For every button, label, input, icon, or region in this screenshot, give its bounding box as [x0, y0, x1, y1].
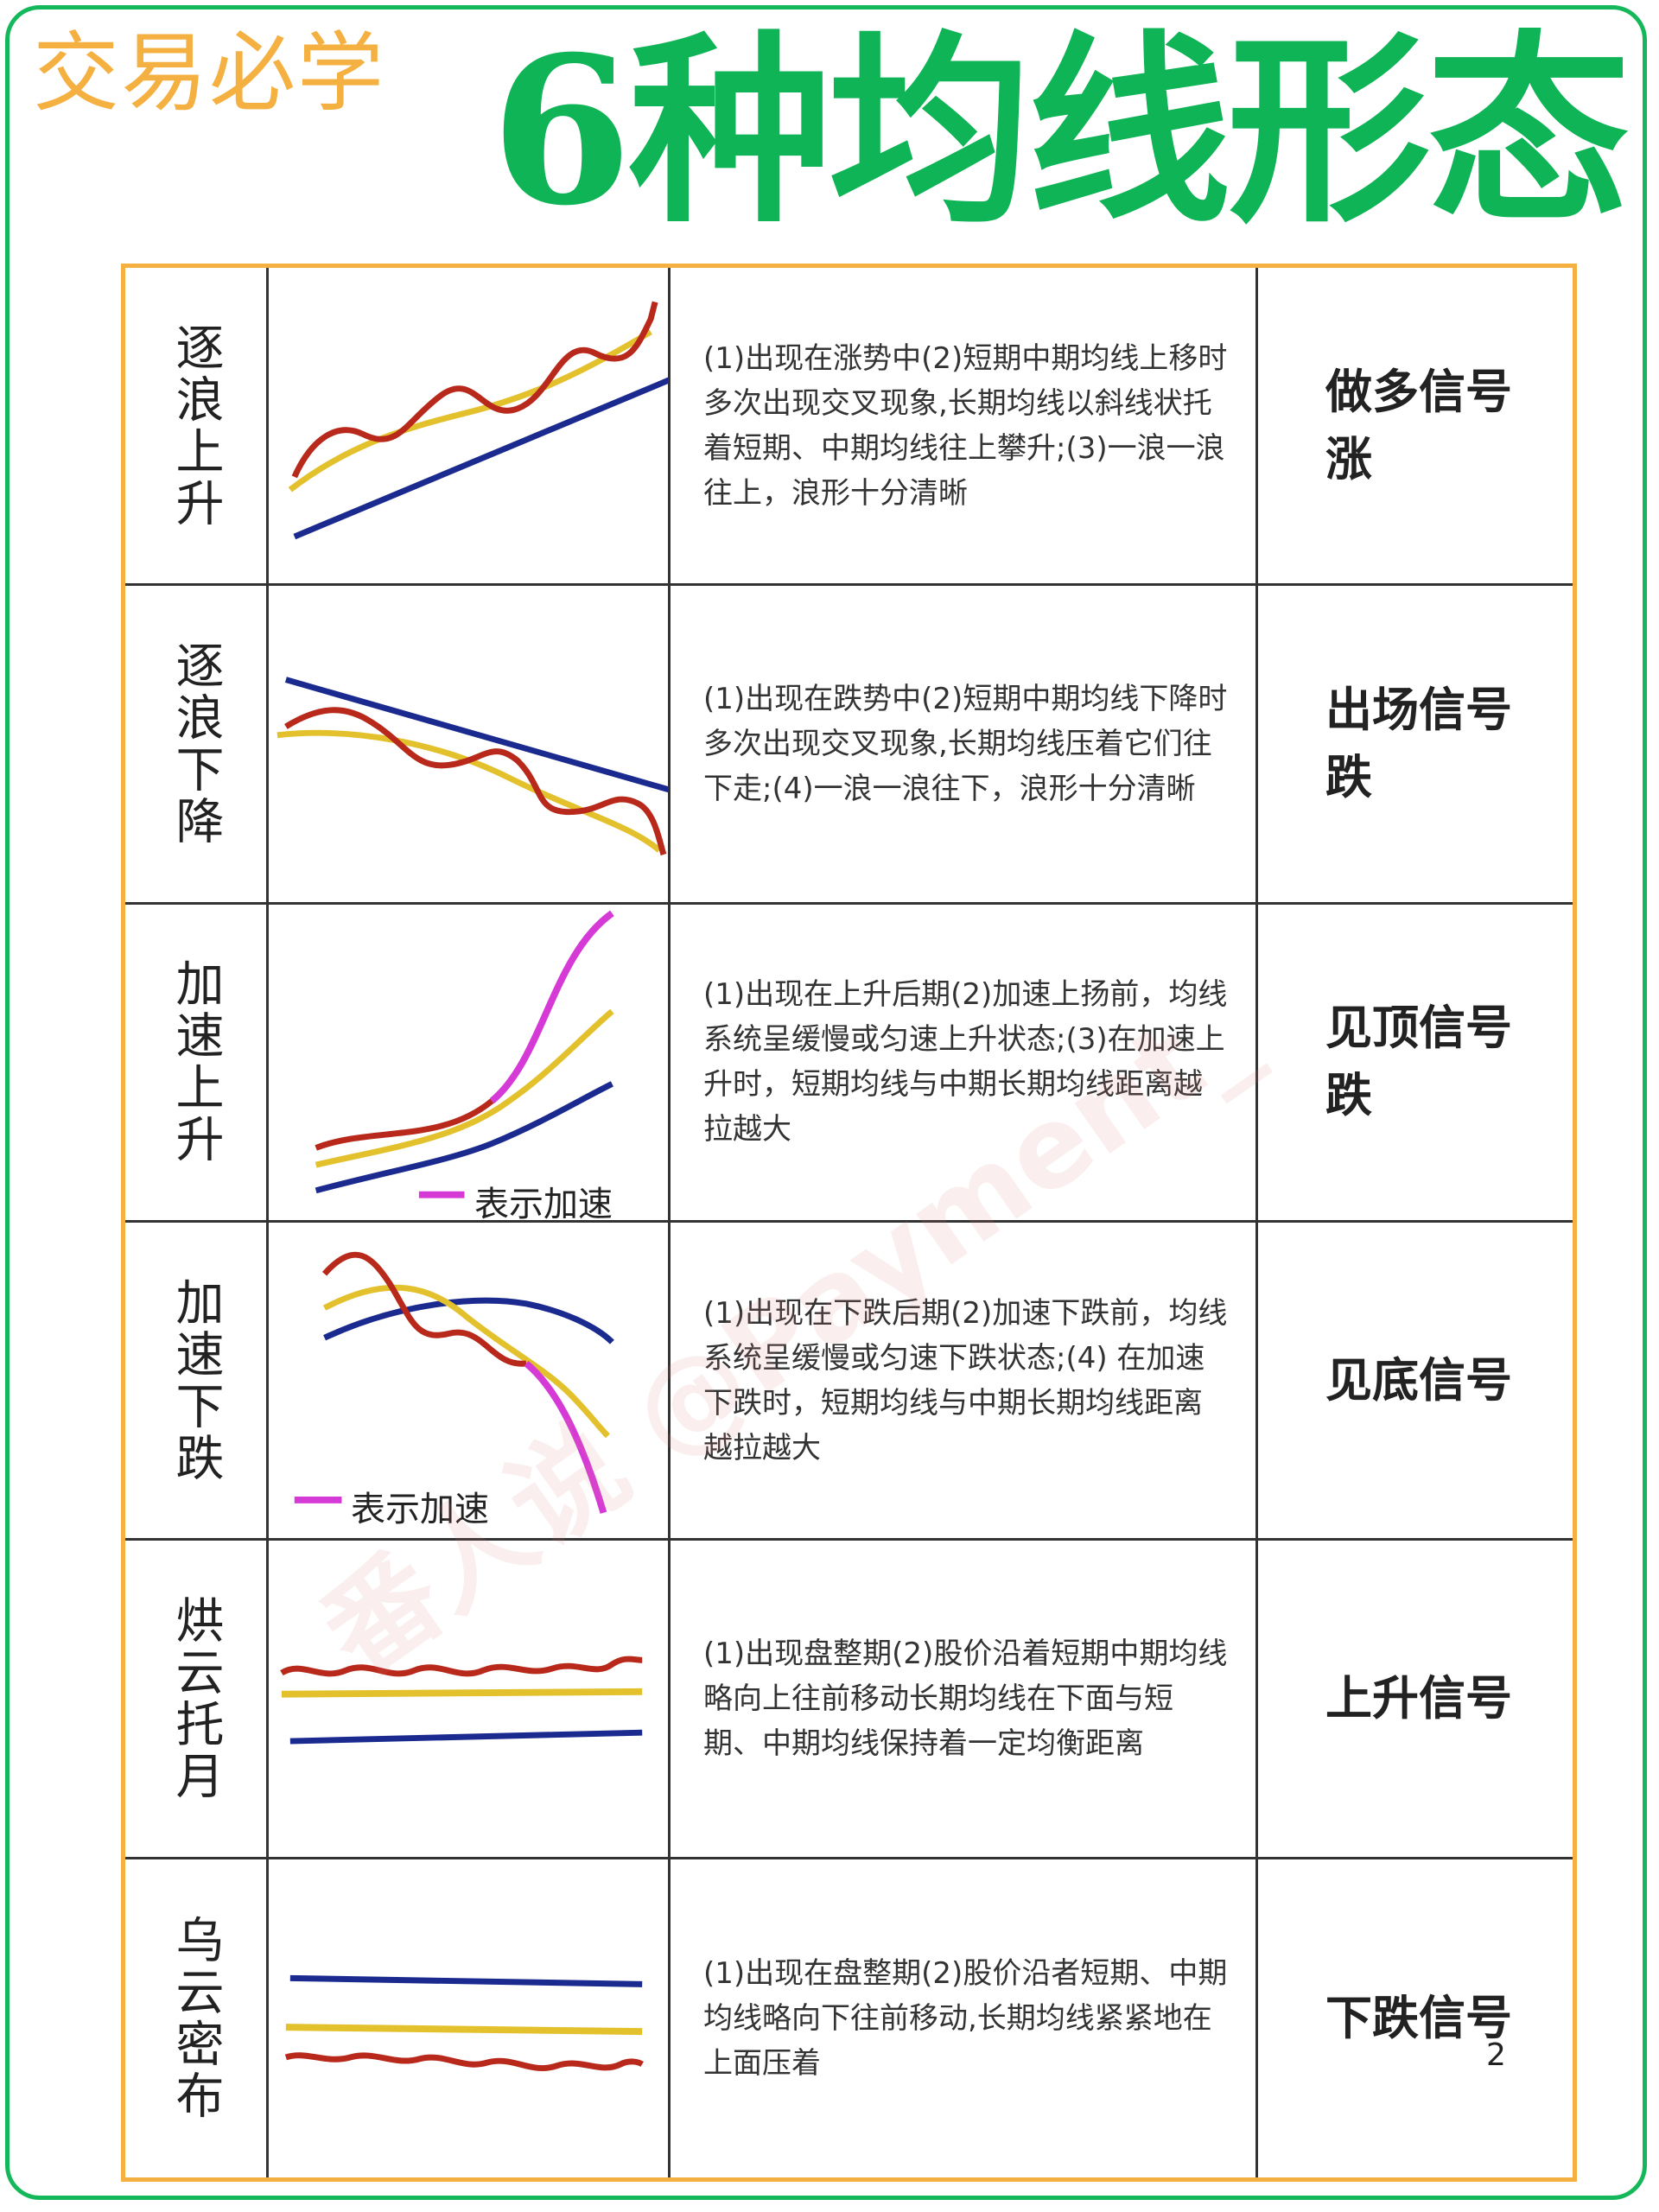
pattern-description: (1)出现在涨势中(2)短期中期均线上移时多次出现交叉现象,长期均线以斜线状托着… — [703, 340, 1228, 511]
signal-label: 见顶信号 — [1325, 1001, 1512, 1056]
pattern-signal: 出场信号跌 — [1325, 677, 1512, 811]
pattern-name: 乌云密布 — [168, 1914, 224, 2122]
signal-label: 出场信号 — [1325, 682, 1512, 737]
mid-ma-line — [322, 1284, 610, 1439]
pattern-name-cell: 烘云托月 — [125, 1541, 269, 1859]
short-ma-line — [315, 1098, 494, 1151]
signal-direction: 涨 — [1325, 431, 1372, 486]
pattern-description: (1)出现在盘整期(2)股价沿者短期、中期均线略向下往前移动,长期均线紧紧地在上… — [703, 1955, 1228, 2081]
pattern-description-cell: (1)出现在盘整期(2)股价沿者短期、中期均线略向下往前移动,长期均线紧紧地在上… — [671, 1859, 1258, 2177]
pattern-chart-accel-down: 表示加速 — [269, 1223, 671, 1541]
long-ma-line — [323, 1297, 614, 1344]
pattern-description-cell: (1)出现在上升后期(2)加速上扬前，均线系统呈缓慢或匀速上升状态;(3)在加速… — [671, 904, 1258, 1223]
accel-line — [489, 910, 614, 1103]
patterns-table: 逐浪上升 (1)出现在涨势中(2)短期中期均线上移时多次出现交叉现象,长期均线以… — [121, 264, 1577, 2182]
pattern-signal-cell: 下跌信号 — [1258, 1859, 1573, 2177]
short-ma-line — [284, 2051, 644, 2071]
short-ma-line — [284, 707, 667, 856]
pattern-signal: 见底信号 — [1325, 1347, 1512, 1414]
pattern-name-cell: 逐浪下降 — [125, 586, 269, 905]
header-tag: 交易必学 — [33, 22, 385, 124]
accel-legend-label: 表示加速 — [351, 1490, 489, 1529]
pattern-signal: 见顶信号跌 — [1325, 995, 1512, 1129]
signal-direction: 跌 — [1325, 749, 1372, 804]
pattern-name: 烘云托月 — [168, 1594, 224, 1802]
pattern-chart-rising-waves — [269, 268, 671, 587]
page-frame — [5, 5, 1647, 2200]
mid-ma-line — [276, 730, 662, 854]
signal-label: 下跌信号 — [1325, 1990, 1512, 2045]
pattern-signal-cell: 上升信号 — [1258, 1541, 1573, 1859]
accel-line — [524, 1360, 607, 1514]
chart-svg — [276, 677, 668, 856]
long-ma-line — [293, 377, 668, 540]
chart-svg — [294, 1251, 614, 1514]
pattern-description: (1)出现在上升后期(2)加速上扬前，均线系统呈缓慢或匀速上升状态;(3)在加速… — [703, 977, 1228, 1147]
chart-svg — [315, 910, 614, 1198]
pattern-name-cell: 加速上升 — [125, 904, 269, 1223]
pattern-description-cell: (1)出现在下跌后期(2)加速下跌前，均线系统呈缓慢或匀速下跌状态;(4) 在加… — [671, 1223, 1258, 1541]
pattern-signal: 上升信号 — [1325, 1665, 1512, 1732]
pattern-name-cell: 乌云密布 — [125, 1859, 269, 2177]
pattern-name-cell: 加速下跌 — [125, 1223, 269, 1541]
mid-ma-line — [285, 2023, 643, 2035]
page-title: 6种均线形态 — [491, 12, 1630, 251]
pattern-name: 逐浪下降 — [168, 639, 224, 848]
signal-label: 上升信号 — [1325, 1670, 1512, 1726]
signal-label: 做多信号 — [1325, 364, 1512, 419]
chart-svg — [284, 1974, 644, 2071]
mid-ma-line — [315, 1008, 614, 1168]
pattern-name: 加速上升 — [168, 958, 224, 1166]
pattern-chart-falling-waves — [269, 586, 671, 905]
long-ma-line — [315, 1080, 613, 1193]
short-ma-line — [280, 1656, 643, 1677]
pattern-description: (1)出现在跌势中(2)短期中期均线下降时多次出现交叉现象,长期均线压着它们往下… — [703, 681, 1228, 806]
signal-label: 见底信号 — [1325, 1352, 1512, 1408]
mid-ma-line — [288, 329, 652, 493]
pattern-chart-clouds-hold-moon — [269, 1541, 671, 1859]
long-ma-line — [284, 677, 668, 793]
pattern-description-cell: (1)出现在跌势中(2)短期中期均线下降时多次出现交叉现象,长期均线压着它们往下… — [671, 586, 1258, 905]
accel-legend-label: 表示加速 — [474, 1184, 613, 1223]
pattern-signal: 下跌信号 — [1325, 1985, 1512, 2052]
long-ma-line — [289, 1974, 643, 1987]
pattern-signal-cell: 见顶信号跌 — [1258, 905, 1573, 1223]
chart-svg — [280, 1656, 643, 1745]
pattern-chart-accel-up: 表示加速 — [269, 904, 671, 1223]
pattern-description-cell: (1)出现在涨势中(2)短期中期均线上移时多次出现交叉现象,长期均线以斜线状托着… — [671, 268, 1258, 587]
pattern-name: 加速下跌 — [168, 1276, 224, 1484]
signal-direction: 跌 — [1325, 1068, 1372, 1123]
pattern-signal-cell: 做多信号涨 — [1258, 268, 1573, 587]
long-ma-line — [289, 1730, 643, 1745]
pattern-description-cell: (1)出现盘整期(2)股价沿着短期中期均线略向上往前移动长期均线在下面与短期、中… — [671, 1541, 1258, 1859]
pattern-chart-dark-clouds — [269, 1859, 671, 2177]
mid-ma-line — [281, 1688, 643, 1699]
short-ma-line — [321, 1251, 527, 1367]
pattern-signal: 做多信号涨 — [1325, 359, 1512, 493]
pattern-name-cell: 逐浪上升 — [125, 268, 269, 587]
page-number: 2 — [1486, 2037, 1506, 2073]
pattern-description: (1)出现盘整期(2)股价沿着短期中期均线略向上往前移动长期均线在下面与短期、中… — [703, 1636, 1228, 1761]
pattern-description: (1)出现在下跌后期(2)加速下跌前，均线系统呈缓慢或匀速下跌状态;(4) 在加… — [703, 1295, 1228, 1465]
pattern-name: 逐浪上升 — [168, 321, 224, 530]
pattern-signal-cell: 出场信号跌 — [1258, 586, 1573, 905]
pattern-signal-cell: 见底信号 — [1258, 1223, 1573, 1541]
short-ma-line — [291, 301, 658, 479]
chart-svg — [288, 301, 668, 540]
